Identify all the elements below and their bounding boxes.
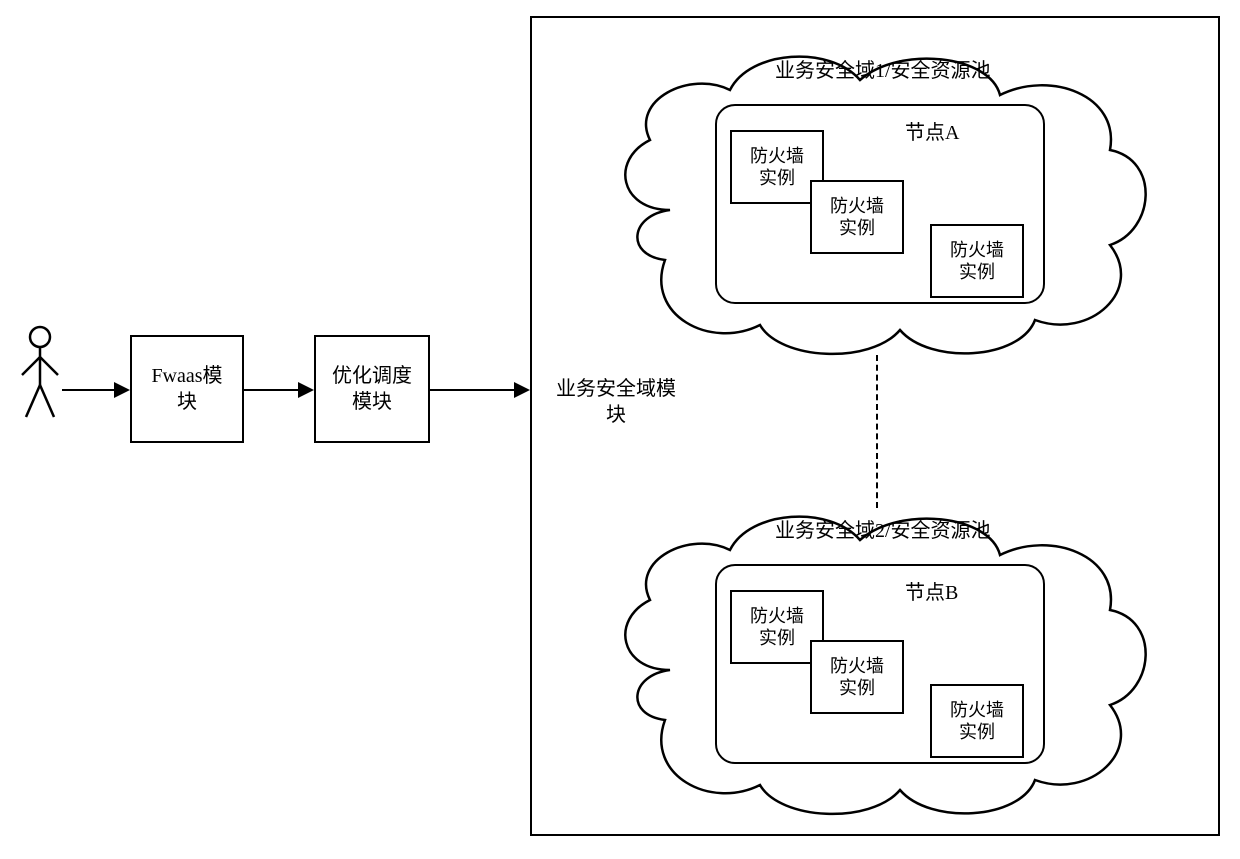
- cloud-b-title: 业务安全域2/安全资源池: [775, 514, 991, 543]
- user-icon: [20, 325, 60, 425]
- fwaas-label: Fwaas模块: [151, 363, 222, 415]
- fw-b-3: 防火墙实例: [930, 684, 1024, 758]
- arrow-1: [62, 389, 114, 391]
- node-a-label: 节点A: [905, 116, 959, 145]
- arrow-2: [244, 389, 298, 391]
- arrow-1-head: [114, 382, 130, 398]
- arrow-3: [430, 389, 514, 391]
- domain-module-label: 业务安全域模块: [546, 376, 686, 428]
- cloud-a-title: 业务安全域1/安全资源池: [775, 54, 991, 83]
- dashed-connector: [876, 355, 878, 508]
- fw-a-2: 防火墙实例: [810, 180, 904, 254]
- node-b-label: 节点B: [905, 576, 958, 605]
- fw-a-3: 防火墙实例: [930, 224, 1024, 298]
- fwaas-module: Fwaas模块: [130, 335, 244, 443]
- scheduler-label: 优化调度模块: [332, 363, 412, 415]
- scheduler-module: 优化调度模块: [314, 335, 430, 443]
- fw-b-2: 防火墙实例: [810, 640, 904, 714]
- arrow-2-head: [298, 382, 314, 398]
- arrow-3-head: [514, 382, 530, 398]
- architecture-diagram: Fwaas模块 优化调度模块 业务安全域模块 业务安全域1/安全资源池 节点A …: [0, 0, 1240, 859]
